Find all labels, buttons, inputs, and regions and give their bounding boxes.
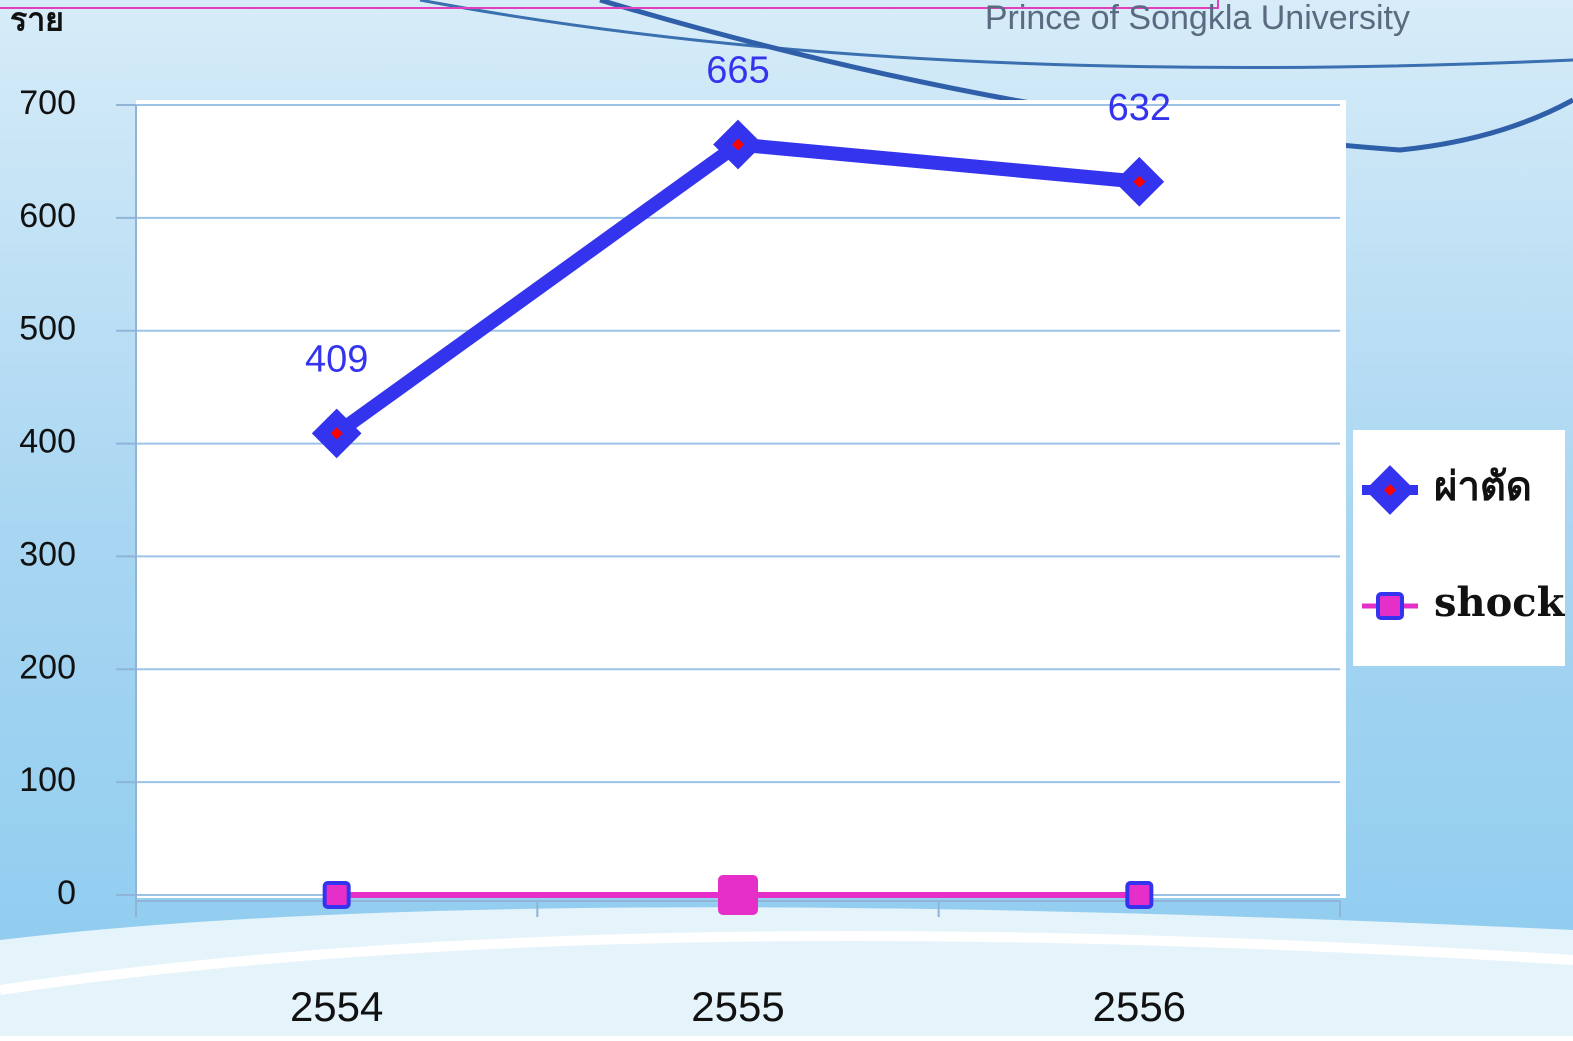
swoosh xyxy=(0,931,1573,995)
point-center xyxy=(732,138,744,151)
header-line xyxy=(0,0,1219,9)
plot-area xyxy=(136,100,1346,898)
y-tick-label: 700 xyxy=(19,84,76,122)
swoosh xyxy=(0,907,1573,1036)
legend-label: shock xyxy=(1434,579,1566,626)
x-tick-label: 2556 xyxy=(1093,983,1186,1030)
point-center xyxy=(330,427,343,440)
y-axis-label: ราย xyxy=(10,1,64,39)
data-label: 409 xyxy=(305,338,368,380)
y-tick-label: 0 xyxy=(57,874,76,912)
point xyxy=(1125,881,1154,909)
point xyxy=(1376,592,1404,620)
y-tick-label: 600 xyxy=(19,197,76,235)
x-tick-label: 2555 xyxy=(691,983,784,1030)
data-label: 632 xyxy=(1108,87,1171,129)
data-label: 665 xyxy=(706,50,769,92)
point-center xyxy=(1133,175,1146,188)
x-tick-label: 2554 xyxy=(290,983,383,1030)
point xyxy=(718,875,758,915)
swoosh xyxy=(419,0,1573,69)
legend-label: ผ่าตัด xyxy=(1434,463,1532,510)
point-center xyxy=(1384,484,1396,496)
y-tick-label: 200 xyxy=(19,648,76,686)
y-tick-label: 300 xyxy=(19,535,76,573)
y-tick-label: 100 xyxy=(19,761,76,799)
y-tick-label: 400 xyxy=(19,423,76,461)
y-tick-label: 500 xyxy=(19,310,76,348)
point xyxy=(322,881,351,909)
header-text: Prince of Songkla University xyxy=(985,0,1410,37)
